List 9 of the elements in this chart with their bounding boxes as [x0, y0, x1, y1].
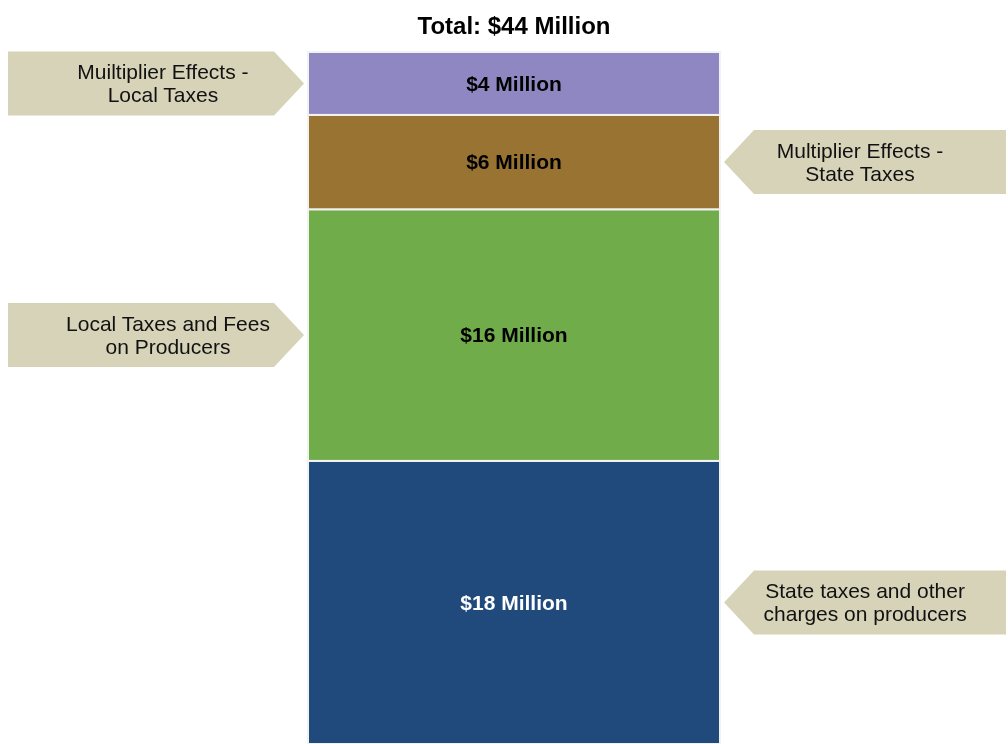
data-label: $4 Million [466, 71, 562, 95]
total-label: Total: $44 Million [417, 12, 611, 39]
text: Muiltiplier Effects - Local Taxes [77, 60, 249, 107]
data-label: $16 Million [460, 323, 568, 347]
text: State taxes and other charges on producers [763, 579, 967, 626]
data-label: $6 Million [466, 150, 562, 174]
data-label: $18 Million [460, 590, 568, 614]
text: Multiplier Effects - State Taxes [776, 138, 944, 185]
series-label: Local Taxes and Fees on Producers [66, 311, 270, 358]
